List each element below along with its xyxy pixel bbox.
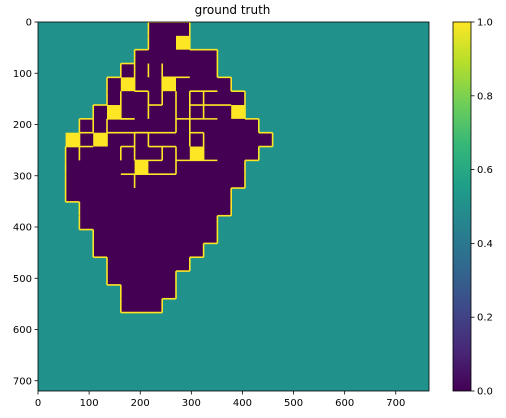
boundary-cell [189, 146, 204, 161]
maze-cell-row [107, 271, 176, 286]
boundary-cell [231, 105, 245, 119]
colorbar-tick-label: 0.8 [477, 91, 493, 102]
y-axis: 0 100 200 300 400 500 600 700 [13, 18, 38, 387]
x-tick-label: 700 [386, 398, 405, 409]
colorbar-tick-label: 0.6 [477, 165, 493, 176]
maze-cell-row [120, 298, 163, 314]
maze-cell-row [93, 105, 245, 120]
x-tick-label: 200 [131, 398, 150, 409]
y-tick-label: 100 [13, 69, 32, 80]
maze-cell-row [120, 284, 176, 300]
y-tick-label: 0 [26, 18, 32, 29]
colorbar-tick-label: 0.2 [477, 313, 493, 324]
maze-cell-row [79, 132, 273, 148]
y-tick-label: 200 [13, 120, 32, 131]
maze-cell-row [93, 229, 218, 244]
boundary-cell [107, 105, 121, 119]
maze-cell-row [65, 174, 245, 189]
y-tick-label: 300 [13, 171, 32, 182]
maze-cell-row [148, 22, 190, 37]
y-tick-label: 500 [13, 274, 32, 285]
x-tick-label: 600 [335, 398, 354, 409]
x-tick-label: 0 [35, 398, 41, 409]
maze-cell-row [93, 243, 204, 258]
maze-cell-row [79, 215, 218, 231]
plot-frame [37, 21, 430, 392]
x-tick-label: 400 [233, 398, 252, 409]
maze-cell-row [79, 118, 259, 134]
y-tick-label: 600 [13, 325, 32, 336]
heatmap-plot-area [38, 22, 429, 391]
maze-cell-row [107, 257, 190, 272]
colorbar-tick-label: 0.4 [477, 239, 493, 250]
boundary-cell [176, 35, 190, 50]
maze-cell-row [134, 49, 218, 65]
x-tick-label: 100 [80, 398, 99, 409]
colorbar [452, 21, 472, 392]
boundary-cell [162, 77, 176, 92]
maze-cell-row [79, 201, 232, 217]
boundary-cell [134, 160, 149, 175]
maze-cell-row [120, 63, 218, 78]
colorbar-axis: 0.0 0.2 0.4 0.6 0.8 1.0 [471, 18, 493, 398]
x-axis: 0 100 200 300 400 500 600 700 [35, 391, 405, 409]
y-tick-label: 400 [13, 223, 32, 234]
boundary-cell [120, 77, 135, 92]
x-tick-label: 300 [182, 398, 201, 409]
maze-cell-row [65, 160, 245, 175]
colorbar-tick-label: 1.0 [477, 18, 493, 29]
maze-cell-row [65, 188, 232, 203]
chart-title: ground truth [195, 3, 271, 17]
x-tick-label: 500 [284, 398, 303, 409]
boundary-cell [65, 132, 80, 147]
boundary-cell [93, 132, 107, 147]
colorbar-tick-label: 0.0 [477, 387, 493, 398]
y-tick-label: 700 [13, 376, 32, 387]
colorbar-gradient [452, 21, 472, 392]
